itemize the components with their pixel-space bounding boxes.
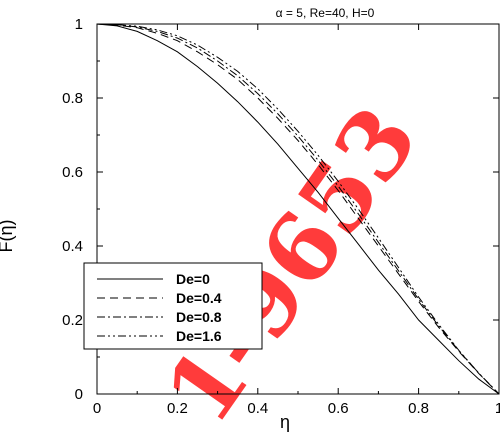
y-tick-label: 0.2 xyxy=(62,312,83,329)
x-axis-label: η xyxy=(280,412,290,432)
y-tick-label: 1 xyxy=(75,16,83,33)
x-tick-label: 0.8 xyxy=(408,400,429,417)
y-tick-label: 0.4 xyxy=(62,238,83,255)
chart-title: α = 5, Re=40, H=0 xyxy=(276,6,375,20)
series-line-2 xyxy=(96,23,500,395)
x-tick-label: 1 xyxy=(495,400,500,417)
x-tick-label: 0.6 xyxy=(328,400,349,417)
y-axis-label: F(η) xyxy=(0,220,16,253)
legend-label-2: De=0.4 xyxy=(176,290,222,306)
legend-label-4: De=1.6 xyxy=(176,328,222,344)
legend-box xyxy=(83,262,263,350)
series-line-3 xyxy=(96,23,500,395)
x-tick-label: 0.4 xyxy=(247,400,268,417)
y-tick-label: 0.6 xyxy=(62,164,83,181)
legend-label-3: De=0.8 xyxy=(176,309,222,325)
legend-label-1: De=0 xyxy=(176,271,210,287)
watermark-text: 1-9653 xyxy=(145,87,439,434)
series-line-1 xyxy=(96,23,500,395)
y-tick-label: 0.8 xyxy=(62,90,83,107)
x-tick-label: 0.2 xyxy=(167,400,188,417)
series-line-4 xyxy=(96,23,500,395)
y-tick-label: 0 xyxy=(75,386,83,403)
x-tick-label: 0 xyxy=(93,400,101,417)
legend: De=0 De=0.4 De=0.8 De=1.6 xyxy=(83,262,263,350)
